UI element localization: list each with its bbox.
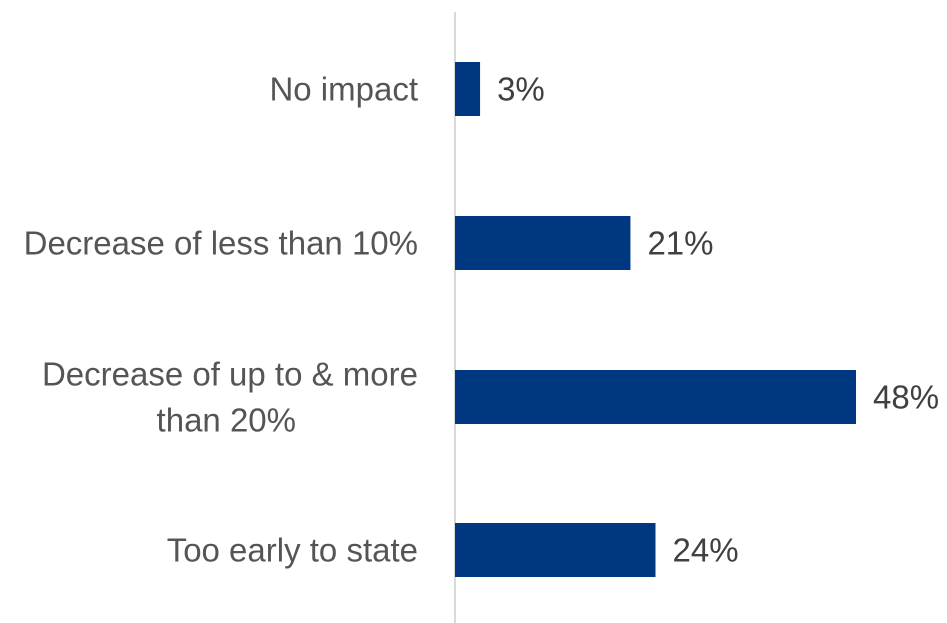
value-label-0: 3%: [497, 71, 545, 108]
bars-group: [455, 62, 856, 577]
bar-1: [455, 216, 631, 270]
category-label-0-line-0: No impact: [269, 71, 418, 108]
bar-2: [455, 370, 856, 424]
category-label-1-line-0: Decrease of less than 10%: [24, 225, 418, 262]
bar-0: [455, 62, 481, 116]
value-label-1: 21%: [647, 225, 713, 262]
category-label-2: Decrease of up to & more than 20%: [42, 356, 418, 439]
category-label-3: Too early to state: [167, 532, 418, 569]
value-labels-group: 3% 21% 48% 24%: [497, 71, 939, 569]
category-label-3-line-0: Too early to state: [167, 532, 418, 569]
category-label-2-line-0: Decrease of up to & more: [42, 356, 418, 393]
value-label-3: 24%: [673, 532, 739, 569]
category-label-1: Decrease of less than 10%: [24, 225, 418, 262]
category-label-0: No impact: [269, 71, 418, 108]
category-label-2-line-1: than 20%: [157, 402, 296, 439]
bar-3: [455, 523, 656, 577]
value-label-2: 48%: [873, 379, 939, 416]
category-labels-group: No impact Decrease of less than 10% Decrea…: [24, 71, 418, 569]
